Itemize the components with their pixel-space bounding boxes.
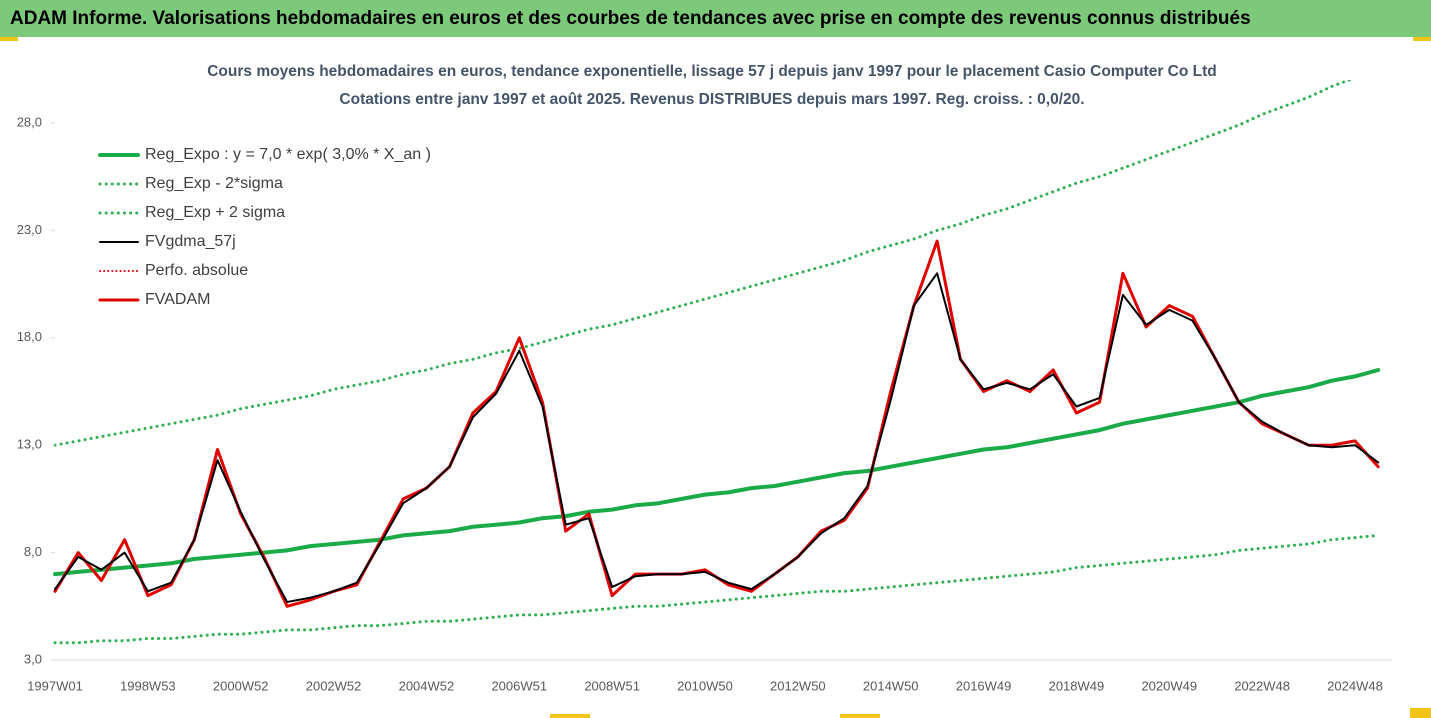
plot-area: [53, 80, 1381, 645]
x-tick-label: 2014W50: [863, 678, 919, 693]
x-tick-label: 2002W52: [306, 678, 362, 693]
legend-label: Reg_Exp + 2 sigma: [145, 204, 285, 221]
corner-mark: [0, 37, 18, 41]
x-tick-label: 2024W48: [1327, 678, 1383, 693]
x-tick-label: 2018W49: [1049, 678, 1105, 693]
header-bar: [0, 0, 1431, 37]
x-tick-label: 1997W01: [27, 678, 83, 693]
legend-label: Perfo. absolue: [145, 262, 248, 279]
legend-label: FVADAM: [145, 291, 210, 308]
series-line: [53, 80, 1354, 447]
y-tick-label: 28,0: [17, 114, 42, 129]
x-tick-label: 2020W49: [1141, 678, 1197, 693]
corner-mark: [840, 714, 880, 718]
x-tick-label: 2008W51: [584, 678, 640, 693]
y-tick-label: 8,0: [24, 544, 42, 559]
y-tick-label: 3,0: [24, 651, 42, 666]
chart-title: Cours moyens hebdomadaires en euros, ten…: [207, 63, 1217, 80]
legend-label: Reg_Exp - 2*sigma: [145, 175, 283, 192]
chart-subtitle: Cotations entre janv 1997 et août 2025. …: [339, 91, 1084, 108]
y-tick-label: 23,0: [17, 222, 42, 237]
x-tick-label: 2016W49: [956, 678, 1012, 693]
legend-label: Reg_Expo : y = 7,0 * exp( 3,0% * X_an ): [145, 146, 431, 163]
y-tick-label: 18,0: [17, 329, 42, 344]
x-tick-label: 2000W52: [213, 678, 269, 693]
series-line: [53, 368, 1381, 577]
series-line: [53, 533, 1380, 645]
corner-mark: [550, 714, 590, 718]
x-tick-label: 2022W48: [1234, 678, 1290, 693]
x-tick-label: 1998W53: [120, 678, 176, 693]
x-tick-label: 2004W52: [399, 678, 455, 693]
corner-mark: [1413, 37, 1431, 41]
header-title: ADAM Informe. Valorisations hebdomadaire…: [10, 8, 1251, 29]
y-tick-label: 13,0: [17, 437, 42, 452]
corner-mark: [1410, 708, 1431, 718]
x-tick-label: 2006W51: [491, 678, 547, 693]
x-tick-label: 2012W50: [770, 678, 826, 693]
x-tick-label: 2010W50: [677, 678, 733, 693]
series-line: [54, 272, 1380, 603]
legend-label: FVgdma_57j: [145, 233, 236, 250]
